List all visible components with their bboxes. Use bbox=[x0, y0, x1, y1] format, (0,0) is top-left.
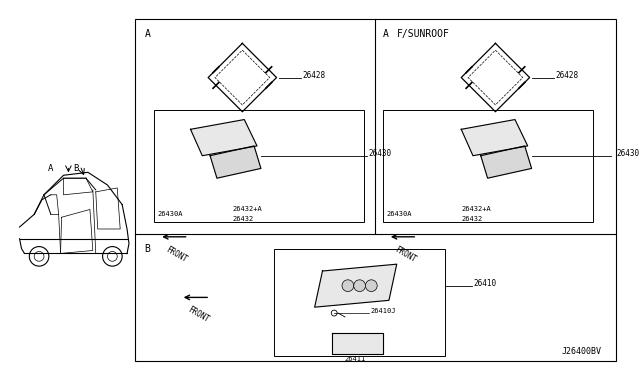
Text: 26430: 26430 bbox=[369, 149, 392, 158]
Circle shape bbox=[365, 280, 377, 292]
Text: 26411: 26411 bbox=[344, 356, 365, 362]
Text: 26430A: 26430A bbox=[157, 211, 183, 217]
Text: A: A bbox=[48, 164, 54, 173]
Text: FRONT: FRONT bbox=[186, 305, 210, 325]
Text: FRONT: FRONT bbox=[164, 245, 189, 264]
Text: 26430A: 26430A bbox=[386, 211, 412, 217]
Bar bbox=[154, 110, 365, 222]
Text: 26428: 26428 bbox=[302, 71, 325, 80]
Polygon shape bbox=[332, 333, 383, 354]
Polygon shape bbox=[461, 119, 528, 156]
Polygon shape bbox=[481, 146, 532, 178]
Bar bbox=[274, 248, 445, 356]
Polygon shape bbox=[191, 119, 257, 156]
Polygon shape bbox=[210, 146, 261, 178]
Text: FRONT: FRONT bbox=[393, 245, 417, 264]
Text: J26400BV: J26400BV bbox=[562, 347, 602, 356]
Text: 26432: 26432 bbox=[232, 216, 254, 222]
Text: 26428: 26428 bbox=[555, 71, 578, 80]
Bar bbox=[383, 110, 593, 222]
Text: B: B bbox=[74, 164, 79, 173]
Circle shape bbox=[342, 280, 354, 292]
Text: F/SUNROOF: F/SUNROOF bbox=[397, 29, 450, 39]
Polygon shape bbox=[315, 264, 397, 307]
Circle shape bbox=[354, 280, 365, 292]
Text: A: A bbox=[145, 29, 150, 39]
Text: 26432: 26432 bbox=[461, 216, 483, 222]
Bar bbox=[135, 19, 616, 361]
Text: 26432+A: 26432+A bbox=[232, 206, 262, 212]
Text: 26432+A: 26432+A bbox=[461, 206, 491, 212]
Text: B: B bbox=[145, 244, 150, 254]
Text: 26410: 26410 bbox=[473, 279, 496, 288]
Text: A: A bbox=[383, 29, 389, 39]
Text: 26430: 26430 bbox=[616, 149, 640, 158]
Text: 26410J: 26410J bbox=[371, 308, 396, 314]
